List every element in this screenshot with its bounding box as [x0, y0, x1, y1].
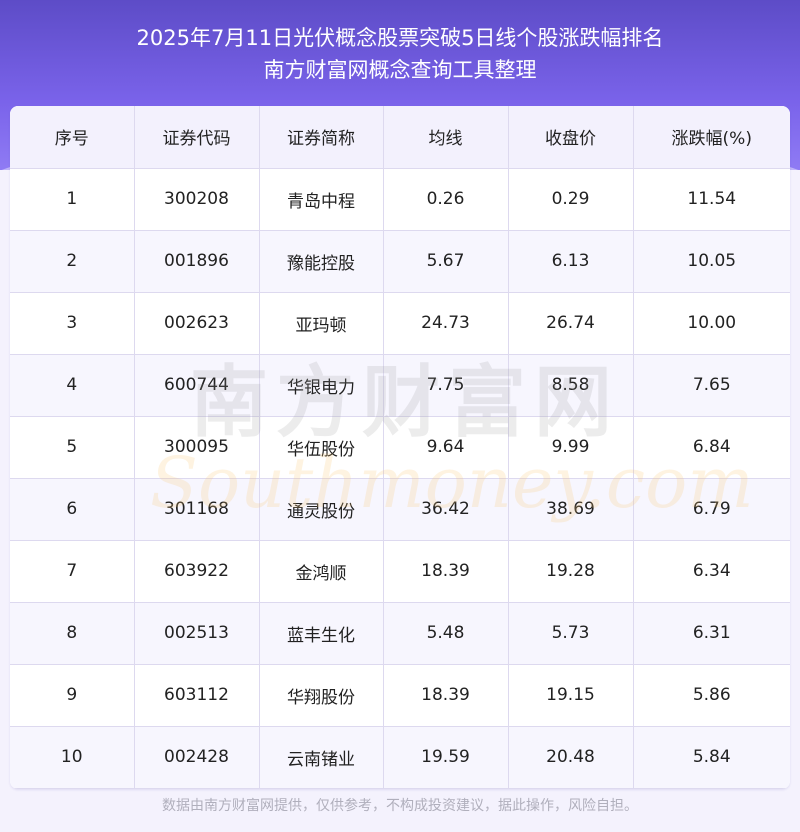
table-cell: 6.34: [633, 540, 790, 603]
table-cell: 5.48: [383, 602, 509, 665]
table-cell: 通灵股份: [259, 478, 384, 541]
table-cell: 600744: [134, 354, 260, 417]
table-cell: 豫能控股: [259, 230, 384, 293]
table-cell: 5.86: [633, 664, 790, 727]
table-cell: 20.48: [508, 726, 634, 789]
table-cell: 002428: [134, 726, 260, 789]
table-cell: 9: [10, 664, 135, 727]
table-cell: 24.73: [383, 292, 509, 355]
table-cell: 5.73: [508, 602, 634, 665]
title-line-1: 2025年7月11日光伏概念股票突破5日线个股涨跌幅排名: [136, 26, 664, 50]
column-header: 序号: [10, 106, 135, 169]
table-cell: 9.99: [508, 416, 634, 479]
table-row: 8 002513 蓝丰生化 5.48 5.73 6.31: [10, 602, 790, 665]
table-cell: 301168: [134, 478, 260, 541]
table-cell: 亚玛顿: [259, 292, 384, 355]
column-header: 收盘价: [508, 106, 634, 169]
table-cell: 0.29: [508, 168, 634, 231]
table-cell: 0.26: [383, 168, 509, 231]
table-cell: 2: [10, 230, 135, 293]
table-cell: 华翔股份: [259, 664, 384, 727]
table-cell: 1: [10, 168, 135, 231]
table-cell: 5.84: [633, 726, 790, 789]
table-cell: 603112: [134, 664, 260, 727]
table-cell: 18.39: [383, 540, 509, 603]
table-cell: 001896: [134, 230, 260, 293]
table-row: 9 603112 华翔股份 18.39 19.15 5.86: [10, 664, 790, 727]
table-cell: 金鸿顺: [259, 540, 384, 603]
table-cell: 19.28: [508, 540, 634, 603]
table-row: 4 600744 华银电力 7.75 8.58 7.65: [10, 354, 790, 417]
ranking-table-card: 序号 证券代码 证券简称 均线 收盘价 涨跌幅(%) 1 300208 青岛中程 0.26 0.2…: [10, 106, 790, 789]
column-header: 均线: [383, 106, 509, 169]
table-cell: 6: [10, 478, 135, 541]
ranking-table: 序号 证券代码 证券简称 均线 收盘价 涨跌幅(%) 1 300208 青岛中程 0.26 0.2…: [10, 106, 790, 789]
column-header: 证券简称: [259, 106, 384, 169]
table-cell: 7.75: [383, 354, 509, 417]
table-cell: 18.39: [383, 664, 509, 727]
table-cell: 10: [10, 726, 135, 789]
table-row: 1 300208 青岛中程 0.26 0.29 11.54: [10, 168, 790, 231]
table-cell: 6.79: [633, 478, 790, 541]
table-row: 7 603922 金鸿顺 18.39 19.28 6.34: [10, 540, 790, 603]
table-cell: 38.69: [508, 478, 634, 541]
disclaimer: 数据由南方财富网提供，仅供参考，不构成投资建议，据此操作，风险自担。: [162, 798, 638, 814]
column-header: 证券代码: [134, 106, 260, 169]
table-cell: 7: [10, 540, 135, 603]
table-cell: 6.31: [633, 602, 790, 665]
table-cell: 华银电力: [259, 354, 384, 417]
table-cell: 青岛中程: [259, 168, 384, 231]
table-cell: 19.15: [508, 664, 634, 727]
table-row: 6 301168 通灵股份 36.42 38.69 6.79: [10, 478, 790, 541]
page-title: 2025年7月11日光伏概念股票突破5日线个股涨跌幅排名 南方财富网概念查询工具…: [0, 22, 800, 86]
table-cell: 蓝丰生化: [259, 602, 384, 665]
table-cell: 5: [10, 416, 135, 479]
table-cell: 9.64: [383, 416, 509, 479]
table-cell: 603922: [134, 540, 260, 603]
table-cell: 华伍股份: [259, 416, 384, 479]
title-line-2: 南方财富网概念查询工具整理: [263, 58, 537, 82]
table-cell: 11.54: [633, 168, 790, 231]
table-cell: 10.05: [633, 230, 790, 293]
table-cell: 8.58: [508, 354, 634, 417]
table-cell: 002513: [134, 602, 260, 665]
table-row: 2 001896 豫能控股 5.67 6.13 10.05: [10, 230, 790, 293]
table-cell: 7.65: [633, 354, 790, 417]
table-cell: 4: [10, 354, 135, 417]
table-cell: 36.42: [383, 478, 509, 541]
column-header: 涨跌幅(%): [633, 106, 790, 169]
table-row: 3 002623 亚玛顿 24.73 26.74 10.00: [10, 292, 790, 355]
table-cell: 5.67: [383, 230, 509, 293]
table-cell: 8: [10, 602, 135, 665]
table-cell: 云南锗业: [259, 726, 384, 789]
table-cell: 26.74: [508, 292, 634, 355]
table-row: 10 002428 云南锗业 19.59 20.48 5.84: [10, 726, 790, 789]
table-cell: 300095: [134, 416, 260, 479]
table-cell: 10.00: [633, 292, 790, 355]
table-cell: 3: [10, 292, 135, 355]
table-row: 5 300095 华伍股份 9.64 9.99 6.84: [10, 416, 790, 479]
table-cell: 300208: [134, 168, 260, 231]
table-cell: 002623: [134, 292, 260, 355]
table-cell: 6.13: [508, 230, 634, 293]
table-cell: 6.84: [633, 416, 790, 479]
table-cell: 19.59: [383, 726, 509, 789]
table-header-row: 序号 证券代码 证券简称 均线 收盘价 涨跌幅(%): [10, 106, 790, 169]
